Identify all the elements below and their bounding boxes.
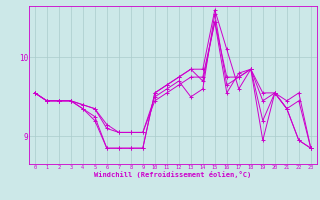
X-axis label: Windchill (Refroidissement éolien,°C): Windchill (Refroidissement éolien,°C) <box>94 171 252 178</box>
